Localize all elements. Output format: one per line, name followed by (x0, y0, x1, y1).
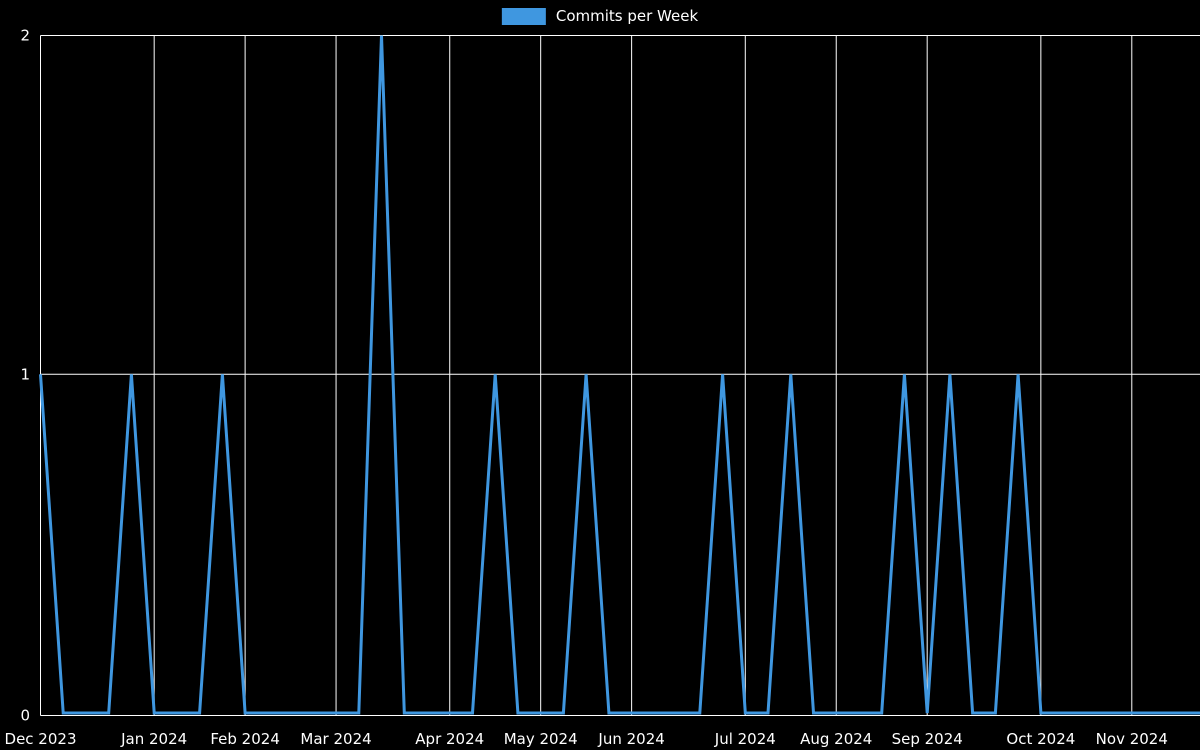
y-tick-label: 1 (20, 365, 30, 383)
x-tick-label: Oct 2024 (1006, 730, 1075, 748)
x-tick-label: Jul 2024 (714, 730, 776, 748)
x-tick-label: Apr 2024 (415, 730, 484, 748)
y-tick-label: 2 (20, 27, 30, 45)
x-tick-label: Sep 2024 (892, 730, 963, 748)
x-tick-label: May 2024 (504, 730, 578, 748)
legend-swatch-icon (501, 8, 546, 25)
x-tick-label: Jan 2024 (120, 730, 187, 748)
x-tick-label: Aug 2024 (800, 730, 872, 748)
x-tick-label: Feb 2024 (210, 730, 280, 748)
y-tick-label: 0 (20, 707, 30, 725)
x-tick-label: Dec 2023 (5, 730, 77, 748)
x-tick-label: Mar 2024 (300, 730, 371, 748)
legend: Commits per Week (501, 7, 699, 25)
x-tick-label: Jun 2024 (597, 730, 664, 748)
series-line (39, 35, 1200, 715)
legend-label: Commits per Week (555, 7, 699, 25)
x-tick-label: Nov 2024 (1096, 730, 1168, 748)
